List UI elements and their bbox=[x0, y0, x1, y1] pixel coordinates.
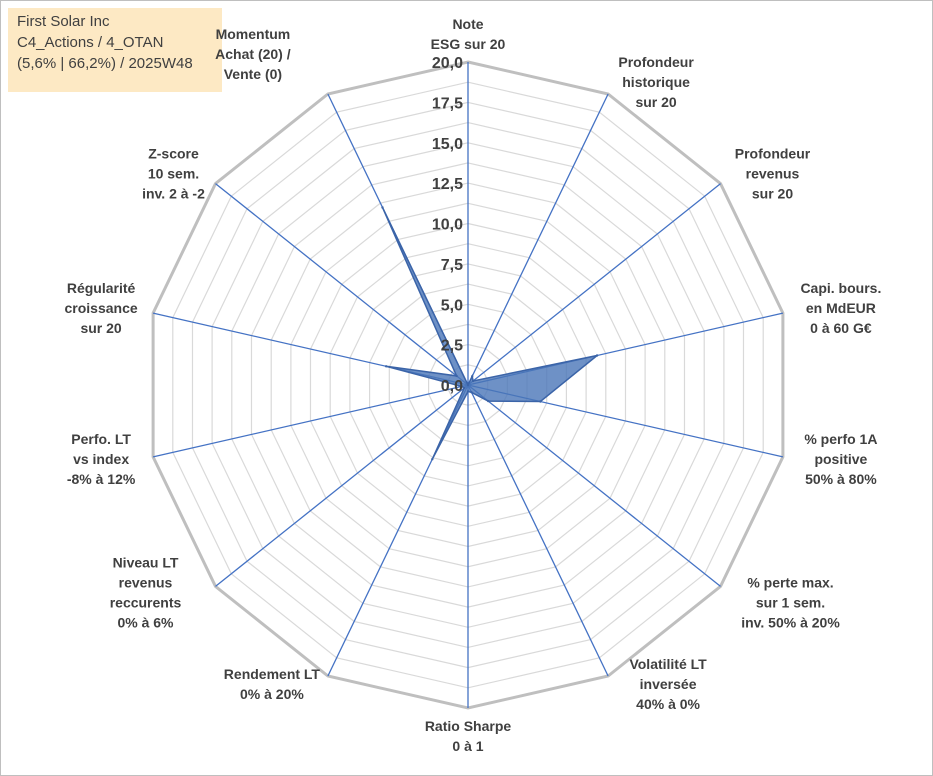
axis-label-line: vs index bbox=[73, 451, 129, 467]
tick-labels: 0,0 2,5 5,0 7,5 10,0 12,5 15,0 17,5 20,0 bbox=[432, 55, 463, 395]
data-point bbox=[431, 458, 434, 461]
tick-label: 17,5 bbox=[432, 95, 463, 112]
data-point bbox=[384, 365, 388, 368]
axis-label-line: % perte max. bbox=[747, 574, 833, 590]
data-point bbox=[455, 374, 458, 378]
axis-label-line: revenus bbox=[119, 574, 173, 590]
axis-label-line: 0 à 1 bbox=[452, 738, 483, 754]
axis-label-line: Ratio Sharpe bbox=[425, 718, 512, 734]
axis-label-line: Rendement LT bbox=[224, 666, 321, 682]
axis-label-line: Z-score bbox=[148, 146, 199, 162]
data-point bbox=[595, 354, 599, 357]
tick-label: 20,0 bbox=[432, 55, 463, 72]
axis-label-line: Capi. bours. bbox=[800, 280, 881, 296]
axis-spokes bbox=[152, 62, 784, 708]
axis-labels: Note ESG sur 20 Profondeur historique sur 20… bbox=[65, 16, 882, 754]
axis-label-line: croissance bbox=[65, 300, 138, 316]
axis-label-line: Vente (0) bbox=[224, 66, 282, 82]
axis-label-line: sur 20 bbox=[80, 320, 121, 336]
axis-label-line: en MdEUR bbox=[806, 300, 876, 316]
tick-label: 0,0 bbox=[441, 378, 463, 395]
axis-label-line: -8% à 12% bbox=[67, 471, 136, 487]
axis-label-line: ESG sur 20 bbox=[431, 36, 506, 52]
axis-label: Régularité croissance sur 20 bbox=[65, 280, 138, 336]
axis-label-line: Perfo. LT bbox=[71, 431, 131, 447]
axis-label-line: 0% à 20% bbox=[240, 686, 304, 702]
title-line-category: C4_Actions / 4_OTAN bbox=[17, 34, 164, 51]
data-point bbox=[539, 400, 542, 403]
axis-label-line: Profondeur bbox=[735, 146, 811, 162]
axis-label: Momentum Achat (20) / Vente (0) bbox=[215, 26, 291, 82]
axis-label: Volatilité LT inversée 40% à 0% bbox=[629, 656, 707, 712]
tick-label: 10,0 bbox=[432, 217, 463, 234]
axis-label: Profondeur historique sur 20 bbox=[618, 54, 694, 110]
axis-label-line: historique bbox=[622, 74, 690, 90]
axis-label-line: inv. 2 à -2 bbox=[142, 186, 205, 202]
axis-label: Z-score 10 sem. inv. 2 à -2 bbox=[142, 146, 205, 202]
axis-label: % perfo 1A positive 50% à 80% bbox=[804, 431, 877, 487]
axis-label-line: Profondeur bbox=[618, 54, 694, 70]
axis-label-line: Note bbox=[452, 16, 483, 32]
series-area bbox=[381, 207, 598, 460]
data-point bbox=[487, 399, 490, 403]
data-point bbox=[466, 383, 470, 387]
tick-label: 2,5 bbox=[441, 338, 463, 355]
data-point bbox=[471, 379, 475, 383]
data-point bbox=[471, 375, 474, 378]
axis-label: Profondeur revenus sur 20 bbox=[735, 146, 811, 202]
axis-spoke bbox=[467, 93, 609, 386]
axis-label-line: positive bbox=[814, 451, 867, 467]
tick-label: 15,0 bbox=[432, 136, 463, 153]
axis-spoke bbox=[467, 384, 721, 587]
axis-label-line: Niveau LT bbox=[113, 554, 179, 570]
axis-label: Note ESG sur 20 bbox=[431, 16, 506, 52]
axis-label-line: inversée bbox=[640, 676, 697, 692]
axis-spoke bbox=[152, 384, 469, 458]
axis-label-line: sur 20 bbox=[635, 94, 676, 110]
data-point bbox=[466, 390, 470, 393]
tick-label: 5,0 bbox=[441, 297, 463, 314]
axis-label-line: 0 à 60 G€ bbox=[810, 320, 872, 336]
axis-spoke bbox=[215, 384, 469, 587]
axis-label-line: revenus bbox=[746, 166, 800, 182]
data-point bbox=[460, 385, 463, 388]
title-line-company: First Solar Inc bbox=[17, 13, 110, 30]
tick-label: 12,5 bbox=[432, 176, 463, 193]
axis-label: Perfo. LT vs index -8% à 12% bbox=[67, 431, 136, 487]
axis-label: % perte max. sur 1 sem. inv. 50% à 20% bbox=[741, 574, 840, 630]
axis-label-line: 50% à 80% bbox=[805, 471, 877, 487]
title-line-period: (5,6% | 66,2%) / 2025W48 bbox=[17, 55, 193, 72]
data-point bbox=[470, 391, 473, 394]
data-point bbox=[381, 206, 384, 209]
axis-spoke bbox=[215, 183, 469, 386]
axis-label: Rendement LT 0% à 20% bbox=[224, 666, 321, 702]
axis-label-line: sur 20 bbox=[752, 186, 793, 202]
axis-spoke bbox=[467, 384, 609, 677]
axis-label: Ratio Sharpe 0 à 1 bbox=[425, 718, 512, 754]
axis-label: Capi. bours. en MdEUR 0 à 60 G€ bbox=[800, 280, 881, 336]
axis-label-line: Achat (20) / bbox=[215, 46, 291, 62]
axis-label-line: Régularité bbox=[67, 280, 136, 296]
axis-label-line: reccurents bbox=[110, 594, 182, 610]
data-point bbox=[463, 386, 466, 390]
axis-label-line: 10 sem. bbox=[148, 166, 199, 182]
axis-label-line: Volatilité LT bbox=[629, 656, 707, 672]
axis-label-line: 40% à 0% bbox=[636, 696, 700, 712]
tick-label: 7,5 bbox=[441, 257, 463, 274]
axis-label-line: Momentum bbox=[216, 26, 291, 42]
axis-spoke bbox=[467, 183, 721, 386]
data-series bbox=[381, 206, 599, 461]
axis-label-line: inv. 50% à 20% bbox=[741, 614, 840, 630]
chart-title-box: First Solar Inc C4_Actions / 4_OTAN (5,6… bbox=[8, 8, 222, 92]
axis-label-line: % perfo 1A bbox=[804, 431, 877, 447]
axis-label-line: 0% à 6% bbox=[117, 614, 174, 630]
axis-label: Niveau LT revenus reccurents 0% à 6% bbox=[110, 554, 182, 630]
axis-label-line: sur 1 sem. bbox=[756, 594, 825, 610]
